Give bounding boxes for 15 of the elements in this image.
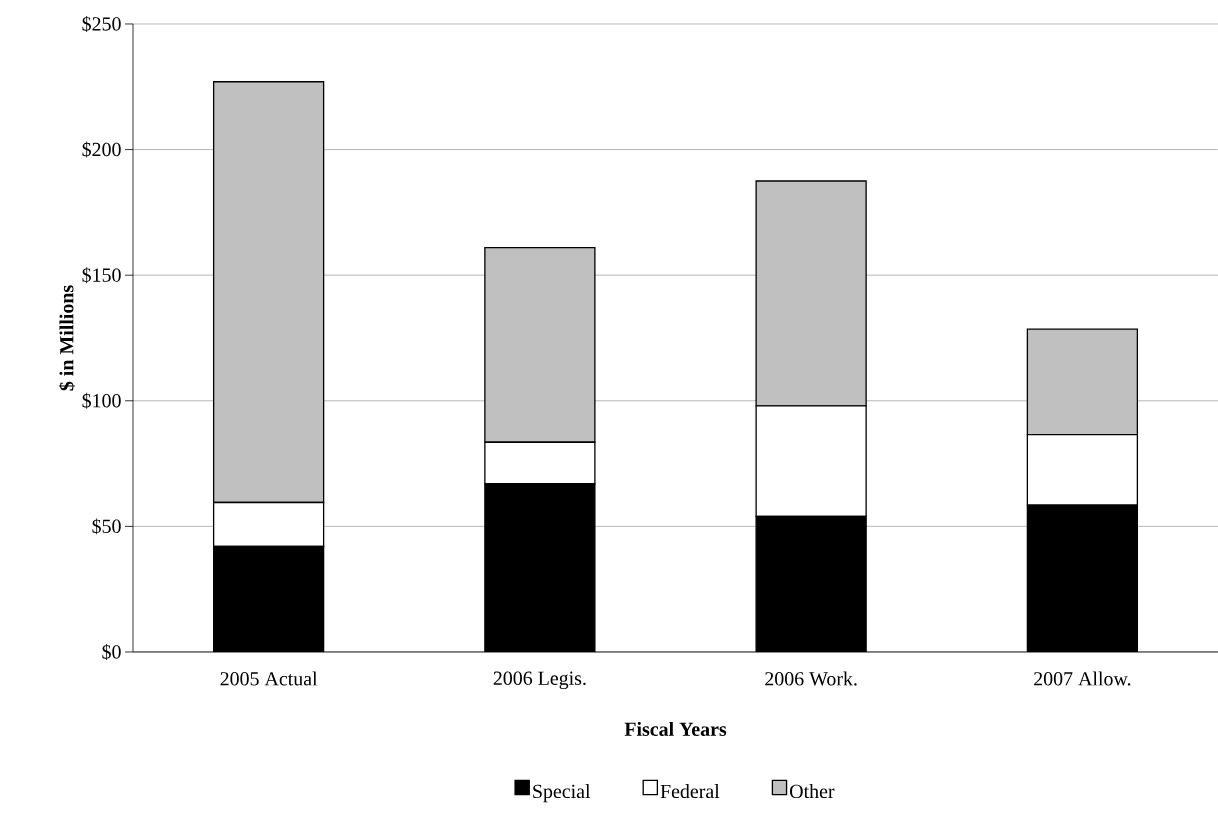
y-tick-label: $150 <box>82 267 121 284</box>
legend-label: Federal <box>660 784 720 799</box>
x-axis-title: Fiscal Years <box>624 721 727 736</box>
x-tick-label: 2005 Actual <box>220 671 318 686</box>
legend-label: Special <box>533 784 591 803</box>
y-tick-label: $50 <box>92 518 121 535</box>
legend-label: Other <box>790 784 835 799</box>
y-tick-label: $250 <box>82 16 121 32</box>
y-axis-title: $ in Millions <box>58 285 75 391</box>
x-tick-label: 2006 Work. <box>765 671 857 686</box>
y-tick-label: $0 <box>102 644 121 660</box>
y-tick-label: $100 <box>82 392 121 409</box>
x-tick-label: 2007 Allow. <box>1034 671 1131 686</box>
y-tick-label: $200 <box>82 141 121 158</box>
x-tick-label: 2006 Legis. <box>493 671 586 690</box>
